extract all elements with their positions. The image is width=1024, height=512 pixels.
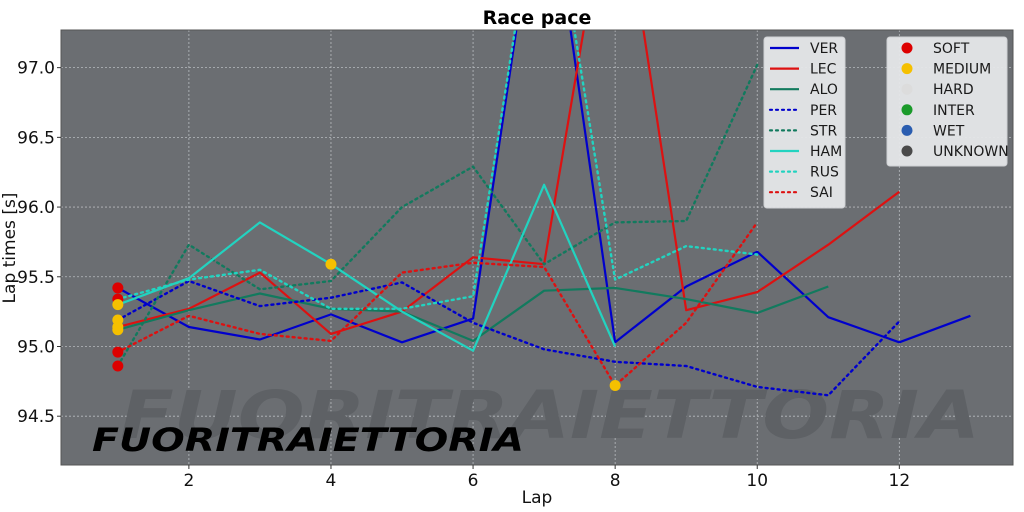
x-axis-ticks: 2 4 6 8 10 12 — [183, 465, 910, 491]
x-tick-label: 12 — [889, 471, 911, 491]
plot-frame — [60, 29, 1014, 466]
legend-label-rus: RUS — [810, 165, 839, 181]
compound-legend-box — [886, 36, 1008, 167]
legend-label-soft: SOFT — [933, 41, 970, 57]
x-tick-label: 6 — [468, 471, 479, 491]
legend-label-inter: INTER — [933, 103, 975, 119]
marker-medium — [325, 258, 337, 270]
x-tick-label: 2 — [183, 471, 194, 491]
watermark-logo: FUORITRAIETTORIA — [92, 421, 524, 459]
series-alo — [117, 285, 829, 342]
driver-legend-box — [763, 36, 846, 209]
series-lines — [116, 30, 971, 397]
y-tick-label: 95.5 — [17, 268, 55, 288]
legend-dot-soft — [901, 42, 913, 54]
legend-label-per: PER — [810, 103, 837, 119]
x-tick-label: 8 — [610, 471, 621, 491]
legend-label-lec: LEC — [810, 62, 837, 78]
grid-lines — [61, 30, 1013, 465]
watermark-background: FUORITRAIETTORIA — [120, 377, 980, 454]
legend-label-wet: WET — [933, 123, 965, 139]
svg-text:FUORITRAIETTORIA: FUORITRAIETTORIA — [120, 377, 980, 454]
y-tick-label: 96.5 — [17, 128, 55, 148]
legend-label-hard: HARD — [933, 82, 974, 98]
y-axis-ticks: 94.5 95.0 95.5 96.0 96.5 97.0 — [17, 59, 61, 427]
legend-dot-wet — [901, 124, 913, 136]
legend-dot-unknown — [901, 145, 913, 157]
marker-soft — [112, 346, 124, 358]
y-tick-label: 94.5 — [17, 407, 55, 427]
series-str — [116, 63, 759, 368]
legend-dot-hard — [901, 83, 913, 95]
marker-soft — [112, 360, 124, 372]
series-ver — [117, 30, 971, 344]
chart-title: Race pace — [483, 7, 592, 29]
legend-label-ver: VER — [810, 41, 838, 57]
marker-medium — [112, 299, 124, 311]
x-tick-label: 10 — [746, 471, 768, 491]
series-per — [116, 279, 901, 397]
legend-label-sai: SAI — [810, 185, 833, 201]
marker-medium — [112, 324, 124, 336]
legend-dot-medium — [901, 63, 913, 75]
legend-label-unknown: UNKNOWN — [933, 144, 1009, 160]
legend-label-alo: ALO — [810, 82, 838, 98]
legend-label-str: STR — [810, 123, 837, 139]
marker-soft — [112, 282, 124, 294]
series-rus — [116, 30, 759, 310]
compound-markers — [112, 258, 621, 392]
x-axis-label: Lap — [522, 488, 553, 508]
legend-dot-inter — [901, 104, 913, 116]
y-tick-label: 96.0 — [17, 198, 55, 218]
y-tick-label: 95.0 — [17, 337, 55, 357]
y-tick-label: 97.0 — [17, 59, 55, 79]
plot-area — [61, 30, 1013, 465]
driver-legend: VER LEC ALO PER STR HAM RUS SAI — [763, 36, 846, 209]
series-ham — [117, 183, 617, 352]
series-sai — [116, 221, 759, 387]
legend-label-ham: HAM — [810, 144, 842, 160]
series-lec — [117, 30, 900, 335]
compound-legend: SOFT MEDIUM HARD INTER WET UNKNOWN — [886, 36, 1009, 167]
y-axis-label: Lap times [s] — [0, 193, 20, 304]
marker-medium — [609, 380, 621, 392]
legend-label-medium: MEDIUM — [933, 62, 991, 78]
x-tick-label: 4 — [326, 471, 337, 491]
